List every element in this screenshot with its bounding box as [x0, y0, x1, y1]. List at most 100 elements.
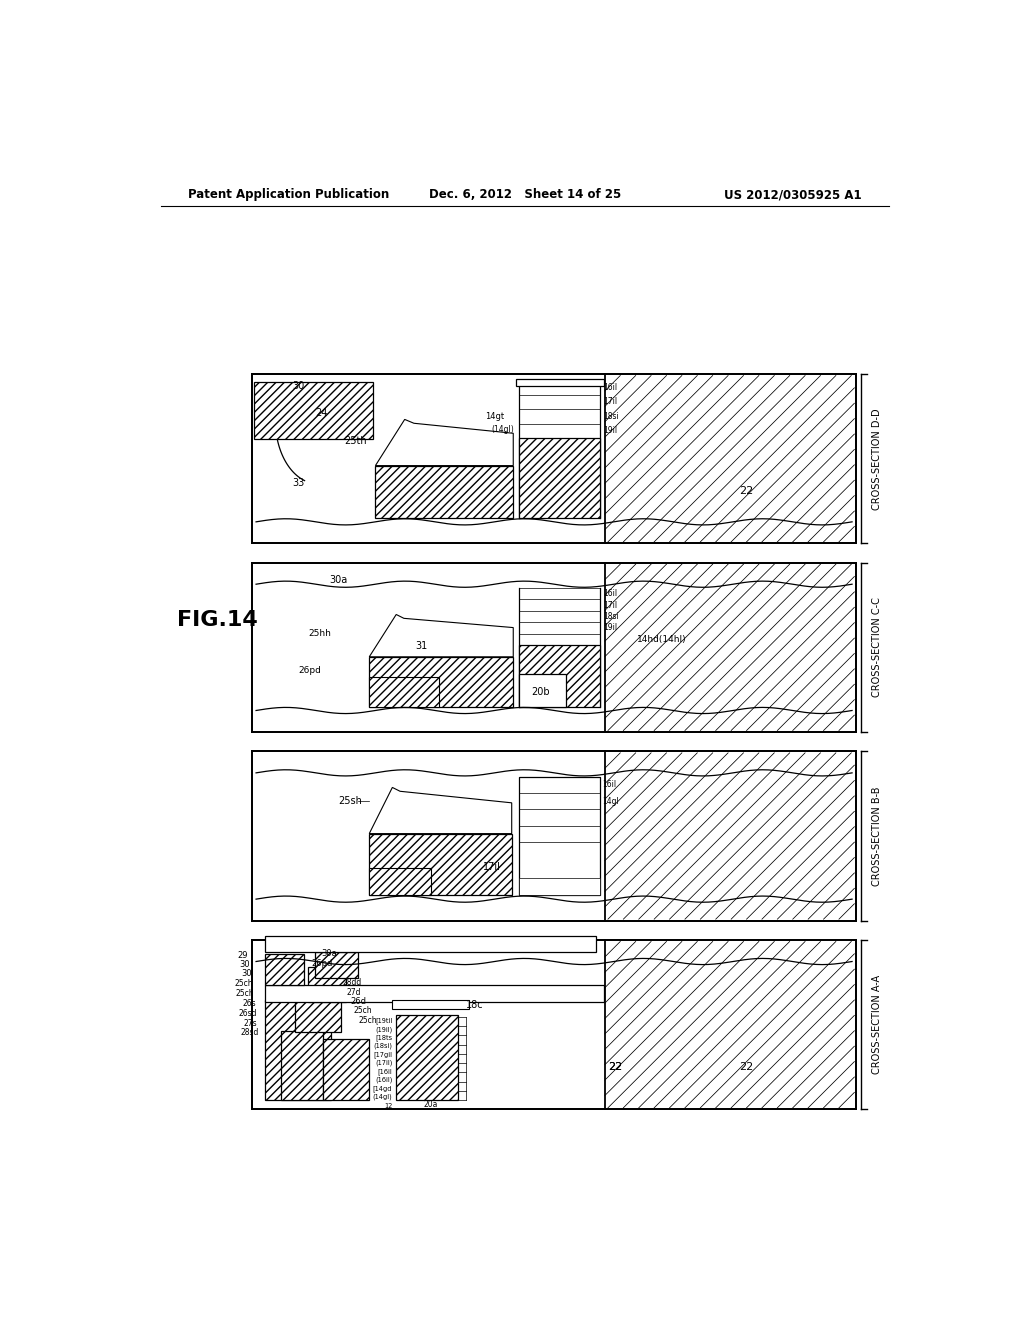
Text: [19til: [19til [375, 1018, 392, 1024]
Text: [17gil: [17gil [374, 1051, 392, 1059]
Text: US 2012/0305925 A1: US 2012/0305925 A1 [724, 187, 862, 201]
Text: 20b: 20b [531, 686, 550, 697]
Text: CROSS-SECTION B-B: CROSS-SECTION B-B [872, 787, 883, 886]
Bar [281, 1031, 323, 1100]
Text: (19il): (19il) [375, 1026, 392, 1032]
Text: 26d: 26d [350, 997, 366, 1006]
Text: 22: 22 [739, 1063, 753, 1072]
Text: 16il: 16il [603, 589, 617, 598]
Bar [519, 878, 600, 895]
Bar [605, 752, 854, 919]
Text: 26pd: 26pd [311, 958, 333, 968]
Text: 29: 29 [238, 950, 249, 960]
Text: 25hh: 25hh [308, 630, 331, 638]
Bar [370, 834, 512, 895]
Bar [252, 940, 856, 1109]
Text: 19il: 19il [603, 426, 617, 436]
Bar [605, 376, 854, 543]
Bar [323, 1039, 370, 1100]
Bar [370, 657, 513, 706]
Text: 28dd: 28dd [342, 978, 361, 987]
Text: 28sd: 28sd [240, 1028, 258, 1036]
Text: 33: 33 [292, 478, 304, 488]
Bar [396, 1015, 458, 1100]
Polygon shape [370, 788, 512, 834]
Text: 30a: 30a [330, 574, 347, 585]
Text: 16il: 16il [602, 780, 616, 789]
Bar [254, 381, 373, 440]
Text: [14gd: [14gd [373, 1085, 392, 1092]
Text: (14gl): (14gl) [490, 425, 514, 434]
Bar [265, 936, 596, 952]
Text: 25sh: 25sh [339, 796, 362, 807]
Text: 17il: 17il [603, 601, 617, 610]
Polygon shape [370, 615, 513, 657]
Text: 14gt: 14gt [484, 412, 504, 421]
Text: 22: 22 [608, 1063, 623, 1072]
Text: 22: 22 [739, 486, 753, 496]
Text: 25ch: 25ch [358, 1016, 377, 1026]
Text: [18ts: [18ts [375, 1035, 392, 1041]
Text: 30: 30 [240, 960, 250, 969]
Bar [370, 677, 438, 706]
Polygon shape [376, 420, 513, 466]
Bar [376, 466, 513, 517]
Bar [519, 438, 600, 517]
Text: 24: 24 [315, 408, 328, 417]
Text: [16il: [16il [378, 1068, 392, 1074]
Bar [515, 379, 604, 387]
Bar [265, 1001, 331, 1100]
Bar [605, 941, 854, 1107]
Text: 20a: 20a [424, 1101, 438, 1109]
Text: 25ch: 25ch [236, 990, 255, 998]
Text: 18si: 18si [603, 412, 620, 421]
Text: 26sd: 26sd [239, 1010, 257, 1018]
Text: CROSS-SECTION D-D: CROSS-SECTION D-D [872, 408, 883, 510]
Text: CROSS-SECTION C-C: CROSS-SECTION C-C [872, 598, 883, 697]
Text: 26pd: 26pd [299, 667, 322, 675]
Text: 19il: 19il [603, 623, 617, 632]
Text: 30: 30 [241, 969, 252, 978]
Text: 26s: 26s [243, 999, 256, 1008]
Text: 12: 12 [384, 1102, 392, 1109]
Bar [307, 968, 346, 1002]
Text: 22: 22 [608, 1063, 623, 1072]
Text: 27s: 27s [244, 1019, 258, 1027]
Bar [252, 562, 856, 733]
Bar [252, 374, 856, 544]
Text: 14gl: 14gl [602, 797, 620, 805]
Text: 16il: 16il [603, 383, 617, 392]
Text: 17il: 17il [603, 397, 617, 407]
Text: CROSS-SECTION A-A: CROSS-SECTION A-A [872, 975, 883, 1074]
Text: 27d: 27d [346, 987, 360, 997]
Text: (14gl): (14gl) [373, 1094, 392, 1101]
Text: 25ch: 25ch [354, 1006, 373, 1015]
Bar [265, 985, 604, 1002]
Bar [265, 954, 304, 985]
Bar [519, 675, 565, 706]
Text: 18c: 18c [466, 999, 483, 1010]
Text: FIG.14: FIG.14 [177, 610, 257, 631]
Bar [315, 952, 357, 978]
Text: (18si): (18si) [374, 1043, 392, 1049]
Text: 30a: 30a [322, 949, 337, 958]
Text: Dec. 6, 2012   Sheet 14 of 25: Dec. 6, 2012 Sheet 14 of 25 [429, 187, 621, 201]
Text: 25ch: 25ch [234, 979, 253, 989]
Text: 18si: 18si [603, 612, 620, 620]
Bar [519, 776, 600, 895]
Text: 30: 30 [292, 380, 304, 391]
Text: Patent Application Publication: Patent Application Publication [188, 187, 389, 201]
Bar [519, 645, 600, 706]
Text: (16il): (16il) [375, 1077, 392, 1084]
Text: 31: 31 [416, 640, 428, 651]
Bar [370, 869, 431, 895]
Bar [605, 564, 854, 730]
Text: (17il): (17il) [375, 1060, 392, 1067]
Bar [295, 986, 341, 1032]
Text: 14hd(14hl): 14hd(14hl) [637, 635, 687, 644]
Bar [252, 751, 856, 921]
Bar [392, 1001, 469, 1010]
Text: 25th: 25th [345, 436, 368, 446]
Text: 17il: 17il [483, 862, 501, 871]
Bar [254, 442, 373, 517]
